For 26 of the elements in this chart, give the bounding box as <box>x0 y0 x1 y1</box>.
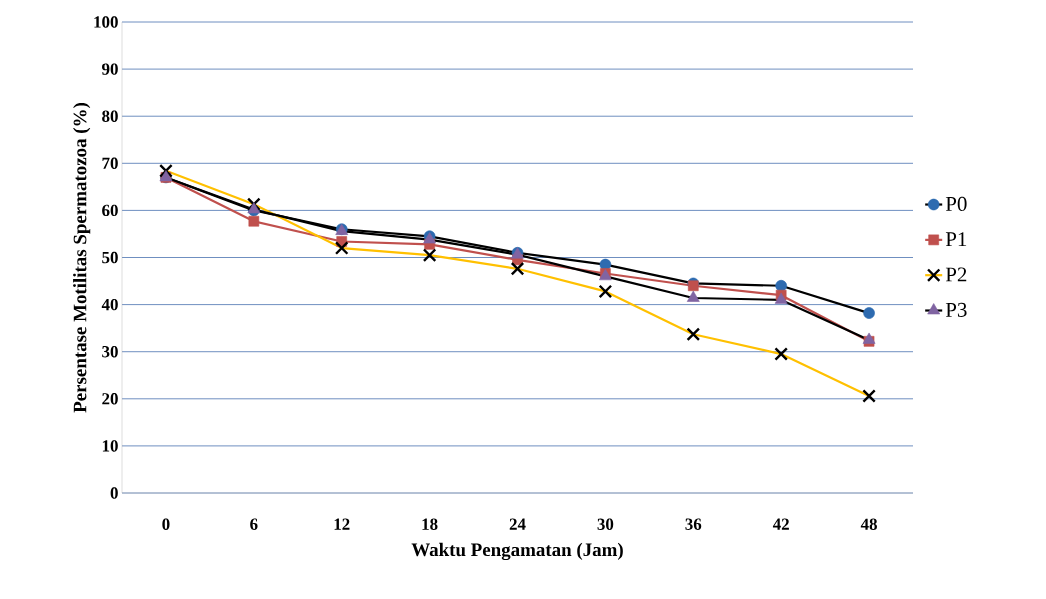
legend-label: P1 <box>945 232 967 247</box>
legend-label: P0 <box>945 196 967 211</box>
x-tick-label: 18 <box>422 518 438 530</box>
y-tick-label: 40 <box>101 298 118 311</box>
y-axis-title: Persentase Motilitas Spermatozoa (%) <box>73 103 91 413</box>
legend-label: P3 <box>945 302 967 317</box>
y-tick-label: 20 <box>102 393 118 405</box>
y-tick-label: 30 <box>102 345 118 358</box>
y-tick-label: 10 <box>102 440 118 452</box>
y-tick-label: 90 <box>102 63 118 75</box>
y-tick-label: 50 <box>102 251 118 264</box>
legend-label: P2 <box>945 267 967 282</box>
y-tick-label: 60 <box>102 204 118 217</box>
x-tick-label: 6 <box>250 518 258 530</box>
x-tick-label: 0 <box>162 518 170 530</box>
y-tick-label: 70 <box>102 157 118 170</box>
y-tick-label: 100 <box>94 16 118 28</box>
x-tick-label: 24 <box>509 518 526 530</box>
y-tick-label: 0 <box>110 487 118 499</box>
x-axis-title: Waktu Pengamatan (Jam) <box>411 542 623 561</box>
x-tick-label: 30 <box>597 518 614 530</box>
x-tick-label: 12 <box>334 518 350 530</box>
y-tick-label: 80 <box>102 110 118 122</box>
x-tick-label: 36 <box>685 518 702 530</box>
x-tick-label: 42 <box>772 518 789 530</box>
x-tick-label: 48 <box>860 518 877 530</box>
